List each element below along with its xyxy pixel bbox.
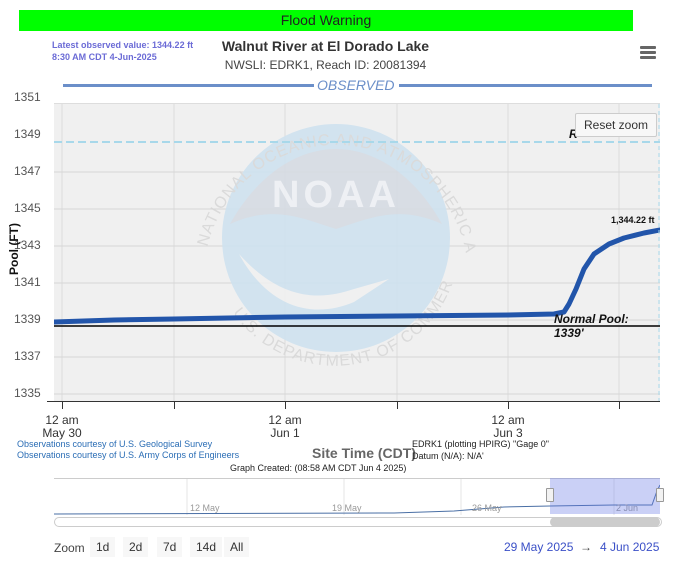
flood-warning-banner: Flood Warning (19, 10, 633, 31)
graph-created: Graph Created: (08:58 AM CDT Jun 4 2025) (230, 463, 407, 473)
x-tick (397, 401, 398, 409)
svg-text:NOAA: NOAA (272, 174, 400, 216)
x-tick (174, 401, 175, 409)
y-tick: 1337 (14, 349, 41, 363)
gage-info: EDRK1 (plotting HPIRG) "Gage 0" Datum (N… (412, 439, 549, 461)
normal-pool-label: Normal Pool: 1339' (554, 312, 629, 340)
x-tick (62, 401, 63, 409)
x-tick (285, 401, 286, 409)
zoom-label: Zoom (54, 541, 85, 555)
noaa-watermark: NOAA NATIONAL OCEANIC AND ATMOSPHERIC AD… (54, 104, 478, 370)
x-axis-title: Site Time (CDT) (312, 445, 416, 461)
zoom-2d-button[interactable]: 2d (123, 537, 149, 557)
y-tick: 1347 (14, 164, 41, 178)
range-arrow: → (580, 540, 592, 554)
y-tick: 1349 (14, 127, 41, 141)
latest-observed-value: Latest observed value: 1344.22 ft (52, 40, 194, 50)
zoom-14d-button[interactable]: 14d (190, 537, 223, 557)
legend-observed[interactable]: OBSERVED (317, 77, 395, 93)
threshold-label: R (569, 127, 578, 141)
x-label-may30: 12 am May 30 (42, 413, 82, 440)
y-tick: 1335 (14, 386, 41, 400)
x-label-jun1: 12 am Jun 1 (268, 413, 302, 440)
x-axis (47, 401, 660, 402)
latest-observed-time: 8:30 AM CDT 4-Jun-2025 (52, 52, 157, 62)
y-tick: 1345 (14, 201, 41, 215)
chart-subtitle: NWSLI: EDRK1, Reach ID: 20081394 (224, 58, 427, 72)
x-label-jun3: 12 am Jun 3 (491, 413, 525, 440)
navigator-left-handle[interactable] (546, 488, 554, 502)
range-from-input[interactable]: 29 May 2025 (504, 540, 574, 554)
x-tick (508, 401, 509, 409)
zoom-1d-button[interactable]: 1d (90, 537, 116, 557)
scrollbar-thumb[interactable] (550, 517, 660, 527)
usace-credit-link[interactable]: Observations courtesy of U.S. Army Corps… (17, 450, 240, 460)
x-tick (619, 401, 620, 409)
y-tick: 1351 (14, 90, 41, 104)
y-tick: 1341 (14, 275, 41, 289)
observed-series (54, 227, 660, 325)
navigator-right-handle[interactable] (656, 488, 664, 502)
latest-value-label: 1,344.22 ft (611, 215, 655, 225)
legend-line-left (63, 84, 314, 87)
navigator-selection[interactable] (550, 478, 660, 514)
reset-zoom-button[interactable]: Reset zoom (575, 113, 658, 137)
usgs-credit-link[interactable]: Observations courtesy of U.S. Geological… (17, 439, 213, 449)
zoom-all-button[interactable]: All (224, 537, 250, 557)
scrollbar-track[interactable] (54, 517, 662, 527)
y-axis-label: Pool (FT) (6, 223, 21, 275)
navigator[interactable]: 12 May 19 May 26 May 2 Jun (54, 478, 660, 515)
range-to-input[interactable]: 4 Jun 2025 (600, 540, 660, 554)
zoom-7d-button[interactable]: 7d (157, 537, 183, 557)
chart-svg: NOAA NATIONAL OCEANIC AND ATMOSPHERIC AD… (54, 104, 660, 402)
hamburger-menu-icon[interactable] (640, 46, 656, 60)
y-tick: 1343 (14, 238, 41, 252)
legend-line-right (399, 84, 652, 87)
plot-area[interactable]: NOAA NATIONAL OCEANIC AND ATMOSPHERIC AD… (54, 103, 660, 402)
latest-observed: Latest observed value: 1344.22 ft 8:30 A… (52, 39, 193, 63)
chart-title: Walnut River at El Dorado Lake (221, 38, 430, 54)
y-tick: 1339 (14, 312, 41, 326)
